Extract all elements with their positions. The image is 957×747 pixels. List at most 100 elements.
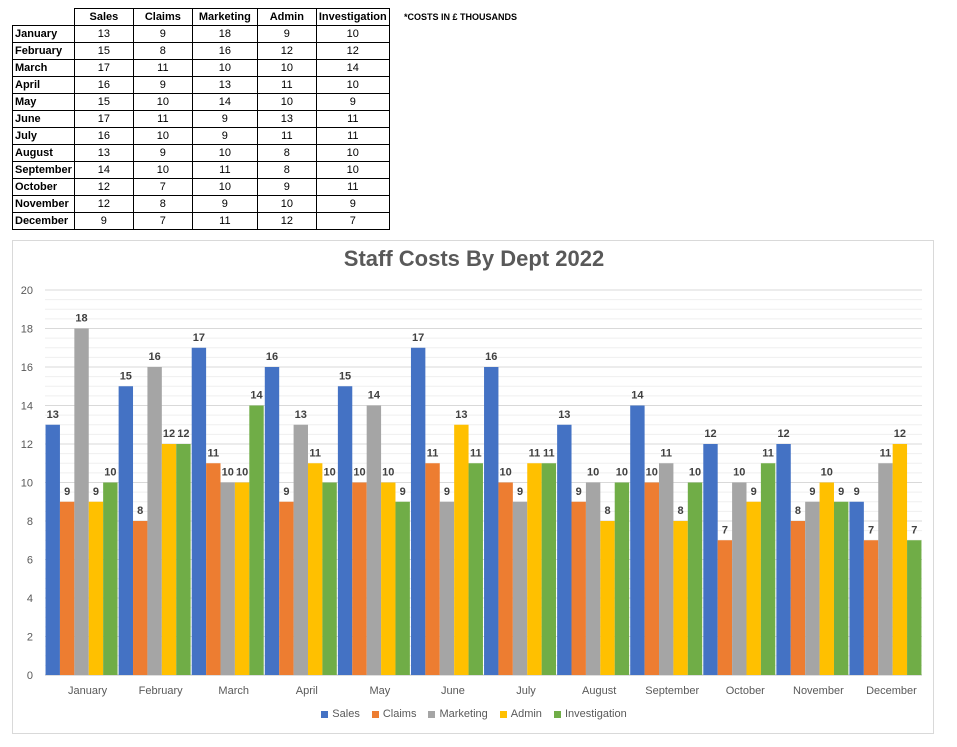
table-body: January 13 9 18 9 10 February 15 8 16 12 12 March 17 1… [12,25,390,230]
data-label: 14 [368,390,381,402]
bar-sales [410,347,426,675]
table-row: March 17 11 10 10 14 [12,59,390,77]
legend-label: Sales [332,708,360,720]
data-label: 10 [236,467,248,479]
table-header-claims: Claims [132,8,193,26]
legend-label: Marketing [439,708,488,720]
data-label: 16 [266,351,278,363]
table-cell-value: 10 [256,59,317,77]
bar-claims [571,501,586,675]
data-label: 9 [64,486,70,498]
chart-title: Staff Costs By Dept 2022 [343,246,605,271]
y-tick-label: 2 [27,632,33,644]
x-tick-label: August [582,685,616,697]
table-cell-month: April [12,76,75,94]
legend-item: Investigation [553,708,627,720]
data-label: 18 [75,313,87,325]
y-tick-label: 12 [21,439,33,451]
data-label: 13 [47,409,59,421]
legend-label: Investigation [564,708,627,720]
bar-admin [600,521,615,675]
bar-admin [746,501,761,675]
data-label: 13 [455,409,467,421]
data-label: 8 [795,505,801,517]
y-tick-label: 6 [27,555,33,567]
x-tick-label: December [866,685,917,697]
bar-claims [206,463,221,675]
data-label: 10 [616,467,628,479]
y-tick-label: 20 [21,285,33,297]
data-label: 11 [543,447,555,459]
data-label: 9 [576,486,582,498]
table-cell-month: December [12,212,75,230]
bar-sales [118,386,134,675]
data-label: 10 [733,467,745,479]
table-row: May 15 10 14 10 9 [12,93,390,111]
data-label: 9 [444,486,450,498]
y-tick-label: 16 [21,362,33,374]
bar-investigation [322,482,337,675]
bar-sales [191,347,207,675]
data-label: 9 [838,486,844,498]
data-label: 16 [485,351,497,363]
data-label: 17 [193,332,205,344]
bar-marketing [805,501,820,675]
data-label: 7 [868,524,874,536]
bar-admin [454,424,469,675]
data-label: 9 [517,486,523,498]
bar-marketing [220,482,235,675]
bar-investigation [395,501,410,675]
y-tick-label: 4 [27,593,33,605]
bar-marketing [585,482,601,675]
bar-claims [498,482,513,675]
bar-claims [279,501,294,675]
bar-investigation [249,405,264,675]
bar-investigation [103,482,118,675]
table-cell-month: September [12,161,75,179]
bar-claims [352,482,367,675]
bar-admin [307,463,323,675]
bar-admin [673,521,688,675]
data-label: 10 [353,467,365,479]
bar-investigation [687,482,703,675]
x-tick-label: November [793,685,844,697]
table-cell-value: 10 [191,59,258,77]
data-label: 12 [894,428,906,440]
bar-claims [717,540,733,675]
bar-sales [337,386,353,675]
bar-marketing [147,367,162,675]
table-row: February 15 8 16 12 12 [12,42,390,60]
data-label: 12 [777,428,789,440]
data-label: 10 [104,467,116,479]
legend-swatch [553,710,561,718]
data-label: 10 [382,467,394,479]
bar-investigation [176,444,191,675]
bar-claims [644,482,660,675]
y-tick-label: 14 [21,401,33,413]
data-label: 15 [339,370,351,382]
cost-table: Sales Claims Marketing Admin Investigati… [12,8,390,230]
data-label: 9 [283,486,289,498]
legend-item: Sales [321,708,360,720]
table-cell-month: June [12,110,75,128]
x-tick-label: October [726,685,765,697]
bar-sales [849,501,864,675]
data-label: 10 [500,467,512,479]
data-label: 14 [631,390,644,402]
data-label: 16 [149,351,161,363]
table-cell-value: 7 [315,212,390,230]
y-tick-label: 8 [27,516,33,528]
table-cell-month: July [12,127,75,145]
bar-sales [264,367,280,675]
bar-marketing [74,328,89,675]
data-label: 13 [295,409,307,421]
bar-investigation [760,463,776,675]
data-label: 12 [704,428,716,440]
table-row: December 9 7 11 12 7 [12,212,390,230]
x-tick-label: January [68,685,108,697]
data-label: 7 [911,524,917,536]
data-label: 10 [587,467,599,479]
data-label: 9 [751,486,757,498]
legend-item: Admin [499,708,542,720]
x-tick-label: June [441,685,465,697]
